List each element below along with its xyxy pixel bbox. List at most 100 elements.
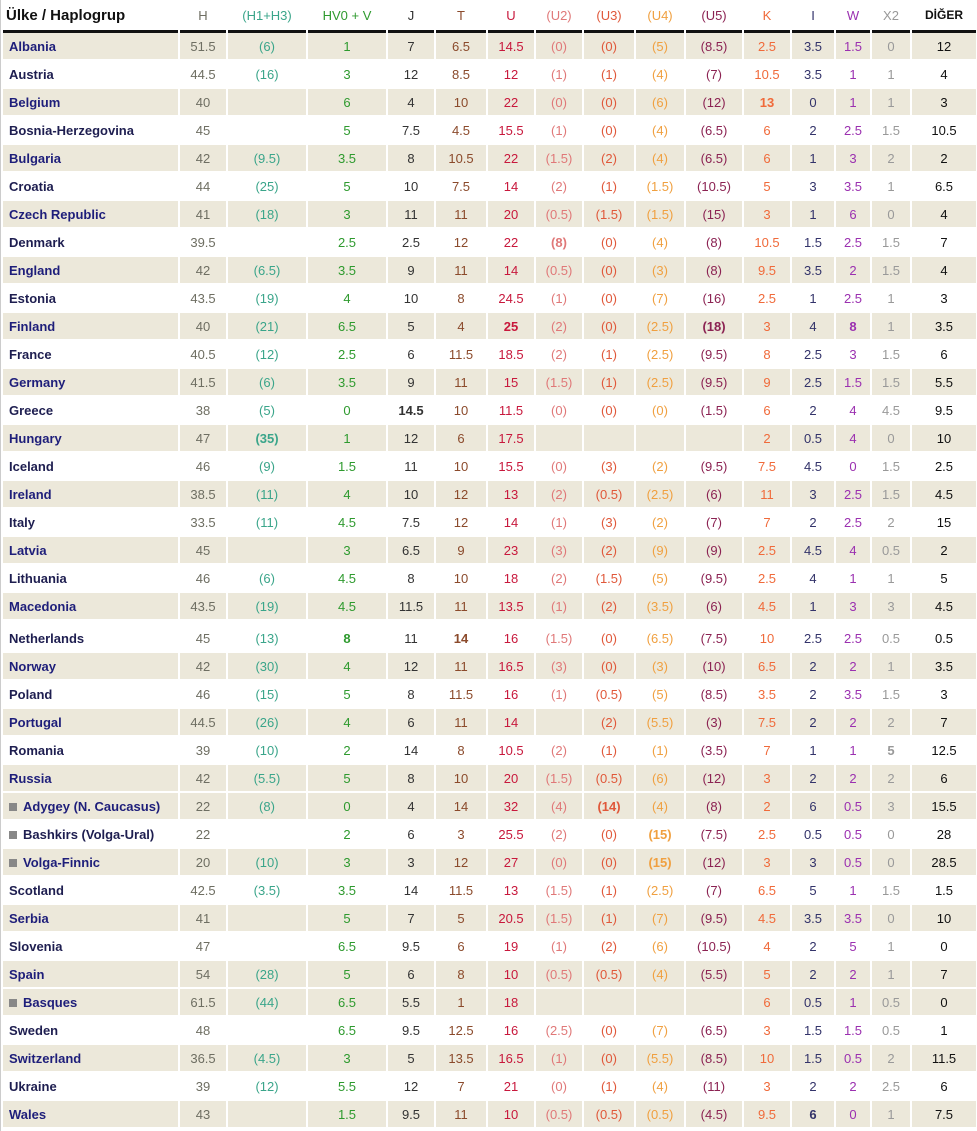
value-cell: 4.5 xyxy=(872,397,910,425)
value-cell: 4 xyxy=(388,793,434,821)
value-cell: 2.5 xyxy=(836,509,870,537)
table-row: Portugal 44.5 (26) 4 6 11 14 (2) (5.5) (3) 7.5 2 2 2 7 xyxy=(3,709,976,737)
value-cell: 6 xyxy=(912,341,976,369)
value-cell: (10) xyxy=(228,737,306,765)
value-cell: (3) xyxy=(584,509,634,537)
value-cell: 3.5 xyxy=(792,33,834,61)
value-cell: 11 xyxy=(388,621,434,653)
value-cell: 1 xyxy=(872,565,910,593)
value-cell: (18) xyxy=(228,201,306,229)
value-cell: 8 xyxy=(388,145,434,173)
value-cell: 0 xyxy=(872,821,910,849)
country-cell: Russia xyxy=(3,765,178,793)
value-cell: (6.5) xyxy=(686,117,742,145)
value-cell: (30) xyxy=(228,653,306,681)
value-cell: 16 xyxy=(488,681,534,709)
value-cell: (0) xyxy=(584,849,634,877)
table-row: Hungary 47 (35) 1 12 6 17.5 2 0.5 4 0 10 xyxy=(3,425,976,453)
value-cell: (14) xyxy=(584,793,634,821)
value-cell: 10 xyxy=(436,765,486,793)
table-row: Adygey (N. Caucasus) 22 (8) 0 4 14 32 (4) (14) (4… xyxy=(3,793,976,821)
value-cell: 2.5 xyxy=(912,453,976,481)
value-cell: (1.5) xyxy=(584,565,634,593)
value-cell: 1 xyxy=(872,961,910,989)
country-cell: Austria xyxy=(3,61,178,89)
value-cell: 8 xyxy=(436,737,486,765)
value-cell: 21 xyxy=(488,1073,534,1101)
value-cell: (6) xyxy=(636,89,684,117)
value-cell: (3) xyxy=(536,537,582,565)
value-cell: (8.5) xyxy=(686,33,742,61)
value-cell: 4.5 xyxy=(308,593,386,621)
value-cell: 41 xyxy=(180,201,226,229)
value-cell: 1.5 xyxy=(872,877,910,905)
value-cell xyxy=(228,117,306,145)
value-cell: 1.5 xyxy=(836,33,870,61)
value-cell: 1 xyxy=(308,33,386,61)
value-cell: 5 xyxy=(792,877,834,905)
value-cell: 42 xyxy=(180,765,226,793)
value-cell: 11 xyxy=(744,481,790,509)
country-name: England xyxy=(9,262,61,278)
value-cell: 0 xyxy=(872,849,910,877)
value-cell: (1) xyxy=(636,737,684,765)
country-cell: Germany xyxy=(3,369,178,397)
value-cell: 5 xyxy=(308,905,386,933)
value-cell: (2) xyxy=(536,565,582,593)
value-cell: (6) xyxy=(228,369,306,397)
value-cell: 39 xyxy=(180,1073,226,1101)
value-cell: 46 xyxy=(180,565,226,593)
value-cell: 3 xyxy=(912,89,976,117)
value-cell: 6 xyxy=(744,117,790,145)
value-cell: (1) xyxy=(536,285,582,313)
value-cell: 25.5 xyxy=(488,821,534,849)
value-cell: 44.5 xyxy=(180,61,226,89)
table-row: Ukraine 39 (12) 5.5 12 7 21 (0) (1) (4) (11) 3 2 2 2.5… xyxy=(3,1073,976,1101)
value-cell: 40.5 xyxy=(180,341,226,369)
value-cell: 1 xyxy=(436,989,486,1017)
value-cell: (5.5) xyxy=(636,1045,684,1073)
value-cell: (0) xyxy=(584,89,634,117)
value-cell: (6) xyxy=(636,933,684,961)
country-name: Volga-Finnic xyxy=(23,854,101,870)
value-cell: (16) xyxy=(686,285,742,313)
value-cell: 5 xyxy=(912,565,976,593)
country-name: Austria xyxy=(9,66,54,82)
value-cell: (3.5) xyxy=(636,593,684,621)
value-cell: 20 xyxy=(180,849,226,877)
value-cell: (5.5) xyxy=(636,709,684,737)
value-cell: 5.5 xyxy=(308,1073,386,1101)
value-cell: 20 xyxy=(488,765,534,793)
value-cell: (9) xyxy=(686,537,742,565)
value-cell: 3.5 xyxy=(912,653,976,681)
value-cell: 4 xyxy=(836,537,870,565)
value-cell: 1 xyxy=(872,313,910,341)
value-cell: (1.5) xyxy=(536,369,582,397)
value-cell: 4.5 xyxy=(912,481,976,509)
value-cell: 42 xyxy=(180,653,226,681)
value-cell: 3 xyxy=(792,173,834,201)
value-cell: (0) xyxy=(584,257,634,285)
value-cell: (1) xyxy=(584,369,634,397)
value-cell: 2 xyxy=(792,1073,834,1101)
value-cell: (1) xyxy=(584,1073,634,1101)
value-cell: (8) xyxy=(686,793,742,821)
value-cell: 10.5 xyxy=(436,145,486,173)
value-cell: 3.5 xyxy=(836,681,870,709)
value-cell xyxy=(228,89,306,117)
value-cell: (44) xyxy=(228,989,306,1017)
value-cell: 2 xyxy=(912,145,976,173)
value-cell: 0 xyxy=(836,1101,870,1129)
header-column: DİĞER xyxy=(912,0,976,33)
value-cell: (9) xyxy=(228,453,306,481)
header-row: Ülke / Haplogrup H (H1+H3) HV0 + V J T U (U2) (U… xyxy=(3,0,976,33)
value-cell: 20.5 xyxy=(488,905,534,933)
value-cell: 16 xyxy=(488,621,534,653)
value-cell: 44 xyxy=(180,173,226,201)
country-cell: Bulgaria xyxy=(3,145,178,173)
value-cell: (2.5) xyxy=(636,369,684,397)
value-cell: 2 xyxy=(836,961,870,989)
value-cell: 5 xyxy=(388,313,434,341)
value-cell: (2) xyxy=(584,145,634,173)
value-cell: 2 xyxy=(792,653,834,681)
